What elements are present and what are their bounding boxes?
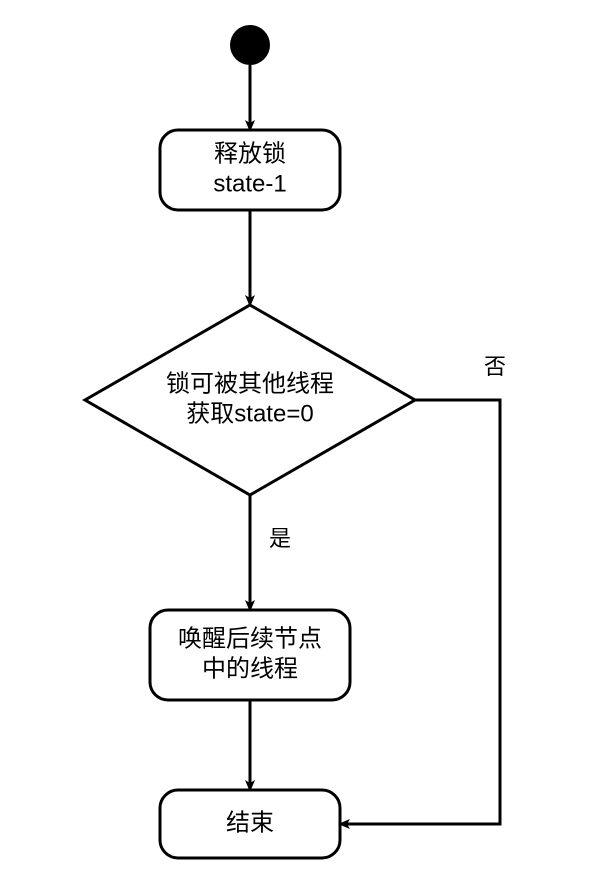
node-text-decision-line1: 获取state=0 <box>186 400 313 427</box>
node-end: 结束 <box>160 790 340 858</box>
node-text-wake-line0: 唤醒后续节点 <box>178 625 322 652</box>
node-text-release-line1: state-1 <box>213 170 286 197</box>
node-text-wake-line1: 中的线程 <box>202 655 298 682</box>
node-text-release-line0: 释放锁 <box>214 140 286 167</box>
node-start <box>230 25 270 65</box>
edge-label-decision-no-to-end: 否 <box>484 354 506 379</box>
edge-label-decision-yes-to-wake: 是 <box>269 526 291 551</box>
node-text-decision-line0: 锁可被其他线程 <box>166 370 334 397</box>
flowchart-canvas: 是 否 释放锁 state-1 锁可被其他线程获取state=0 唤醒后续节点中的线程结束 <box>0 0 613 895</box>
node-decision: 锁可被其他线程获取state=0 <box>85 305 415 495</box>
edge-decision-no-to-end <box>340 400 500 824</box>
node-release: 释放锁 state-1 <box>160 130 340 210</box>
node-wake: 唤醒后续节点中的线程 <box>150 610 350 700</box>
node-text-end-line0: 结束 <box>226 809 274 836</box>
